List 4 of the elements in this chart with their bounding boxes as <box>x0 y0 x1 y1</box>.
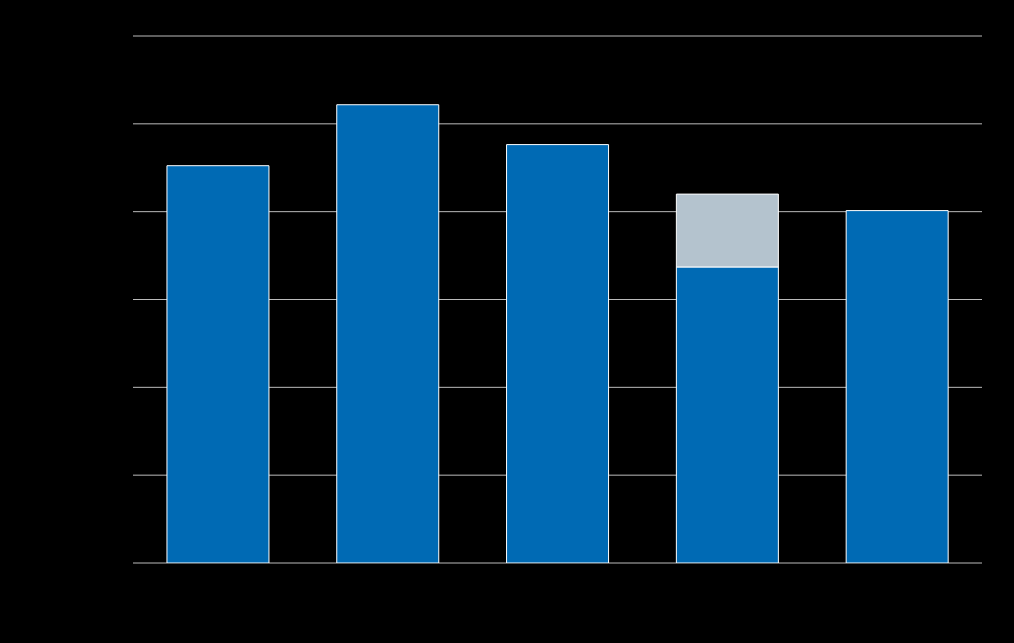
bar <box>506 144 610 563</box>
bar <box>845 210 949 563</box>
bar <box>166 165 270 563</box>
bar <box>336 104 440 563</box>
